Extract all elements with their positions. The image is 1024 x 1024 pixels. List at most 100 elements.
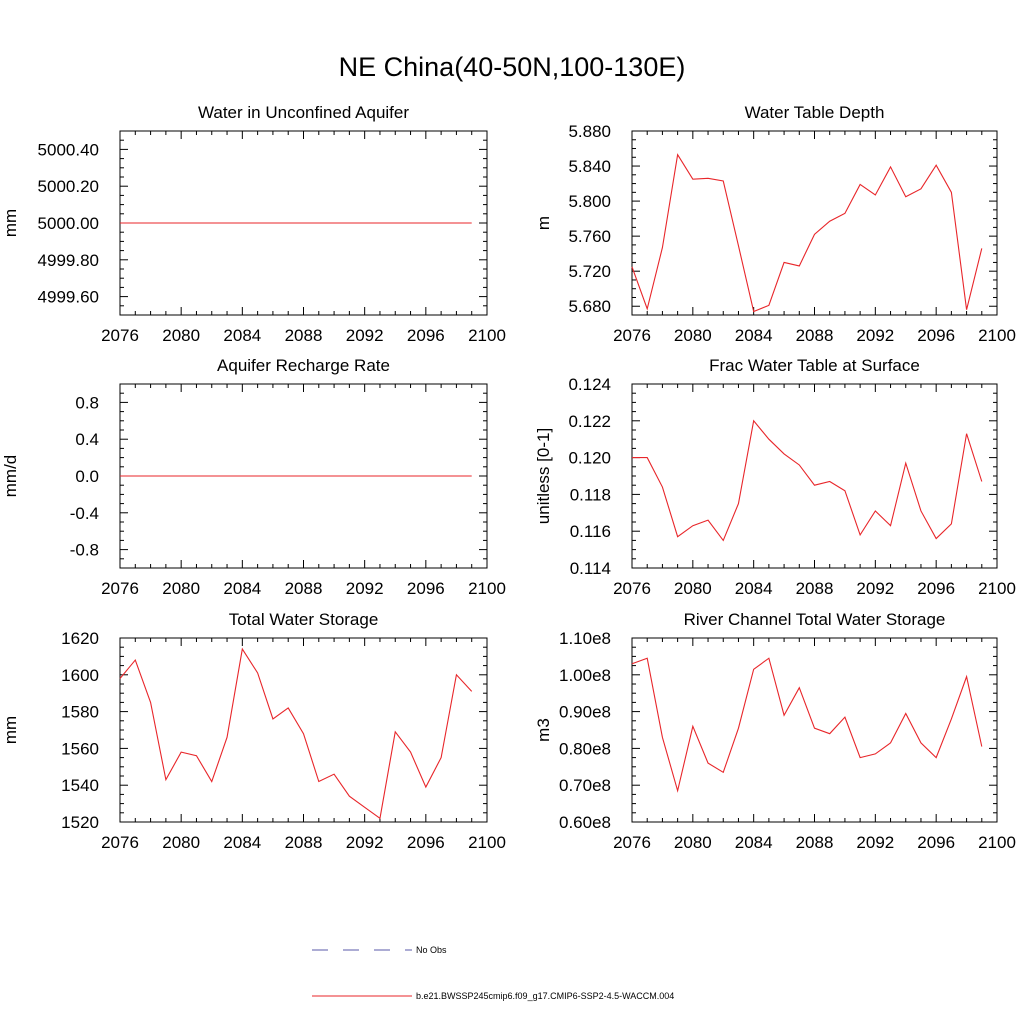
y-tick-label: 5000.20: [38, 177, 99, 196]
panels-group: 2076 2080 2084 2088 2092 2096 2100 4999.60 4999.…: [1, 103, 1016, 852]
x-tick-label: 2100: [468, 833, 506, 852]
x-tick-label: 2080: [162, 579, 200, 598]
plot-frame: [631, 637, 998, 823]
y-axis-label: mm: [1, 209, 20, 237]
chart-panel-5: 2076 2080 2084 2088 2092 2096 2100 1520 1540 1560…: [1, 610, 506, 852]
x-tick-label: 2076: [613, 579, 651, 598]
x-tick-label: 2096: [407, 579, 445, 598]
x-tick-label: 2092: [856, 326, 894, 345]
figure-title: NE China(40-50N,100-130E): [338, 52, 686, 82]
chart-panel-4: 2076 2080 2084 2088 2092 2096 2100 0.114 0.116 0.…: [534, 356, 1016, 598]
x-tick-label: 2088: [285, 833, 323, 852]
plot-frame: [631, 130, 998, 316]
x-tick-label: 2080: [674, 579, 712, 598]
x-tick-label: 2080: [162, 833, 200, 852]
y-tick-label: 0.120: [568, 449, 611, 468]
x-tick-label: 2096: [917, 326, 955, 345]
x-tick-label: 2088: [796, 326, 834, 345]
y-axis-label: unitless [0-1]: [534, 428, 553, 524]
y-tick-label: -0.4: [70, 504, 99, 523]
x-tick-label: 2092: [346, 326, 384, 345]
y-tick-label: 4999.60: [38, 288, 99, 307]
x-tick-label: 2080: [162, 326, 200, 345]
plot-frame: [631, 383, 998, 569]
y-tick-label: 5.840: [568, 157, 611, 176]
x-tick-label: 2076: [613, 833, 651, 852]
y-tick-label: 0.90e8: [559, 703, 611, 722]
x-tick-label: 2084: [223, 579, 261, 598]
series-line-1: [632, 419, 983, 542]
y-axis-label: m3: [534, 718, 553, 742]
y-tick-label: 0.118: [570, 485, 611, 504]
y-tick-label: 1520: [61, 813, 99, 832]
y-axis-label: mm: [1, 716, 20, 744]
y-tick-label: 5.880: [568, 122, 611, 141]
y-tick-label: 1.10e8: [559, 629, 611, 648]
x-tick-label: 2096: [407, 833, 445, 852]
chart-panel-3: 2076 2080 2084 2088 2092 2096 2100 -0.8 -0.4 0.0 0…: [1, 356, 506, 598]
x-tick-label: 2076: [101, 579, 139, 598]
y-tick-label: 0.8: [75, 393, 99, 412]
x-tick-label: 2088: [285, 579, 323, 598]
y-tick-label: 0.116: [570, 522, 611, 541]
x-tick-label: 2100: [468, 326, 506, 345]
chart-panel-1: 2076 2080 2084 2088 2092 2096 2100 4999.60 4999.…: [1, 103, 506, 345]
legend: No Obs b.e21.BWSSP245cmip6.f09_g17.CMIP6…: [312, 945, 674, 1001]
panel-title: Aquifer Recharge Rate: [217, 356, 390, 375]
x-tick-label: 2088: [796, 833, 834, 852]
y-tick-label: 0.70e8: [559, 776, 611, 795]
y-tick-label: 1580: [61, 703, 99, 722]
y-tick-label: 1.00e8: [559, 666, 611, 685]
y-tick-label: 1560: [61, 739, 99, 758]
y-tick-label: 5000.40: [38, 140, 99, 159]
y-tick-label: 0.60e8: [559, 813, 611, 832]
y-tick-label: 0.4: [75, 430, 99, 449]
x-tick-label: 2092: [856, 579, 894, 598]
x-tick-label: 2084: [223, 833, 261, 852]
x-tick-label: 2076: [101, 833, 139, 852]
panel-title: Water in Unconfined Aquifer: [198, 103, 409, 122]
series-line-1: [631, 657, 983, 793]
y-tick-label: 5.720: [568, 262, 611, 281]
y-tick-label: 4999.80: [38, 251, 99, 270]
chart-panel-2: 2076 2080 2084 2088 2092 2096 2100 5.680 5.720 5.…: [534, 103, 1016, 345]
x-tick-label: 2100: [978, 833, 1016, 852]
y-tick-label: 1540: [61, 776, 99, 795]
x-tick-label: 2092: [346, 579, 384, 598]
panel-title: Water Table Depth: [745, 103, 885, 122]
x-tick-label: 2092: [346, 833, 384, 852]
y-tick-label: 1620: [61, 629, 99, 648]
y-tick-label: 5.680: [568, 297, 611, 316]
x-tick-label: 2092: [856, 833, 894, 852]
legend-label-no-obs: No Obs: [416, 945, 447, 955]
legend-label-model-run: b.e21.BWSSP245cmip6.f09_g17.CMIP6-SSP2-4…: [416, 991, 674, 1001]
series-line-1: [119, 647, 473, 820]
x-tick-label: 2096: [917, 833, 955, 852]
x-tick-label: 2080: [674, 326, 712, 345]
x-tick-label: 2084: [735, 579, 773, 598]
panel-title: Frac Water Table at Surface: [709, 356, 920, 375]
x-tick-label: 2076: [101, 326, 139, 345]
y-tick-label: 0.0: [75, 467, 99, 486]
x-tick-label: 2096: [407, 326, 445, 345]
y-tick-label: 0.122: [568, 412, 611, 431]
x-tick-label: 2076: [613, 326, 651, 345]
x-tick-label: 2100: [978, 326, 1016, 345]
y-tick-label: 5.760: [568, 227, 611, 246]
x-tick-label: 2100: [978, 579, 1016, 598]
x-tick-label: 2088: [796, 579, 834, 598]
series-line-1: [631, 153, 983, 313]
x-tick-label: 2100: [468, 579, 506, 598]
y-tick-label: 1600: [61, 666, 99, 685]
y-axis-label: mm/d: [1, 455, 20, 498]
y-axis-label: m: [534, 216, 553, 230]
x-tick-label: 2084: [223, 326, 261, 345]
x-tick-label: 2080: [674, 833, 712, 852]
x-tick-label: 2088: [285, 326, 323, 345]
chart-panel-6: 2076 2080 2084 2088 2092 2096 2100 0.60e8 0.70e8…: [534, 610, 1016, 852]
plot-frame: [119, 637, 488, 823]
y-tick-label: 0.114: [570, 559, 611, 578]
y-tick-label: 0.124: [568, 375, 611, 394]
x-tick-label: 2084: [735, 326, 773, 345]
